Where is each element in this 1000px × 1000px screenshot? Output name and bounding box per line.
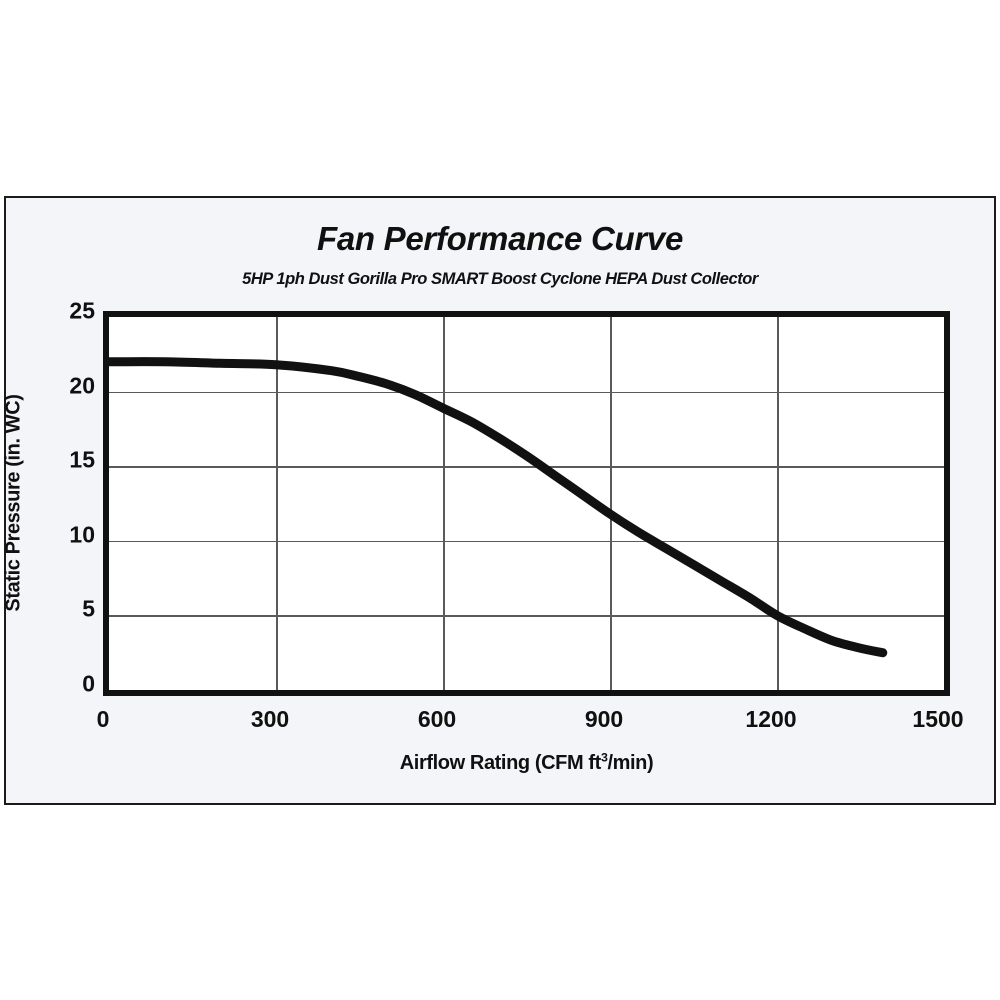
gridline-horizontal [109,615,944,617]
x-tick-label: 0 [96,706,110,732]
gridline-vertical [443,317,445,690]
plot-inner [109,317,944,690]
y-axis-ticks: 0 5 10 15 20 25 [50,299,95,697]
x-tick-label: 1500 [912,706,964,732]
y-axis-label: Static Pressure (in. WC) [2,394,25,612]
y-tick-label: 10 [69,521,95,548]
chart-subtitle: 5HP 1ph Dust Gorilla Pro SMART Boost Cyc… [242,270,758,288]
y-tick-label: 15 [69,446,95,473]
x-tick-label: 900 [584,706,624,732]
x-tick-label: 300 [250,706,290,732]
y-tick-label: 0 [82,670,95,697]
gridline-vertical [610,317,612,690]
curve-svg [109,317,944,690]
y-tick-label: 25 [69,297,95,324]
gridline-vertical [777,317,779,690]
chart-title: Fan Performance Curve [317,220,683,257]
x-tick-label: 600 [417,706,457,732]
performance-curve-line [109,362,883,653]
plot-area [103,311,950,696]
x-axis-label-superscript: 3 [600,750,608,765]
y-tick-label: 20 [69,372,95,399]
gridline-horizontal [109,391,944,394]
gridline-vertical [276,317,278,690]
x-axis-label-prefix: Airflow Rating (CFM ft [399,752,602,774]
x-axis-label: Airflow Rating (CFM ft3/min) [103,750,950,775]
x-axis-ticks: 0 300 600 900 1200 1500 [97,706,964,738]
x-axis-label-suffix: /min) [607,752,654,774]
gridline-horizontal [109,466,944,468]
x-tick-label: 1200 [745,706,797,732]
y-tick-label: 5 [82,595,95,622]
gridline-horizontal [109,540,944,543]
